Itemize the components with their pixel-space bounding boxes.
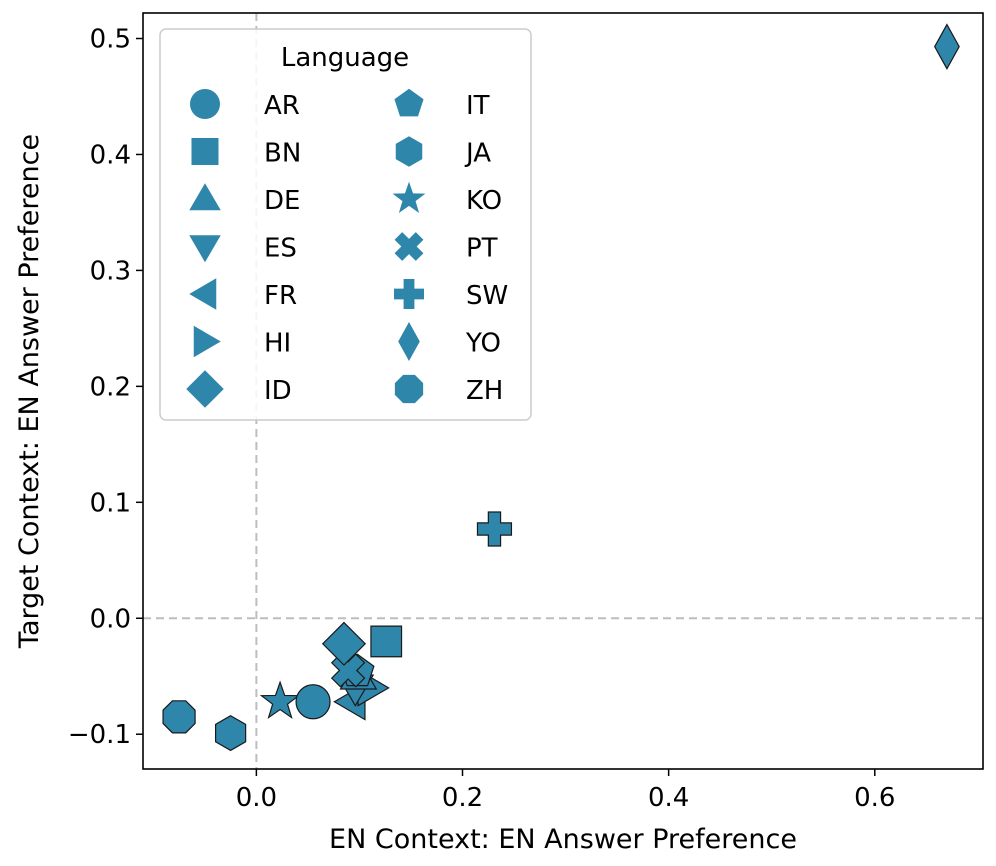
y-axis-ticks: −0.1 0.0 0.1 0.2 0.3 0.4 0.5 (68, 25, 143, 750)
legend-marker-fr (189, 278, 217, 310)
legend-label-fr: FR (264, 281, 297, 311)
y-tick-label: 0.3 (90, 256, 131, 286)
legend-label-hi: HI (264, 329, 291, 359)
point-id (321, 621, 367, 666)
y-tick-label: 0.1 (90, 488, 131, 518)
legend-marker-ko (392, 181, 426, 213)
point-sw (476, 511, 513, 547)
y-tick-label: 0.0 (90, 604, 131, 634)
legend-label-ar: AR (264, 91, 300, 121)
y-axis-label: Target Context: EN Answer Preference (14, 134, 45, 649)
legend: Language AR BN DE ES FR HI ID IT JA KO PT SW YO ZH (159, 28, 532, 421)
legend-label-zh: ZH (466, 376, 503, 406)
legend-marker-hi (193, 325, 221, 358)
legend-marker-de (189, 183, 221, 211)
x-axis-label: EN Context: EN Answer Preference (329, 824, 797, 855)
legend-label-es: ES (264, 234, 297, 264)
legend-frame (159, 28, 532, 421)
legend-title: Language (281, 43, 409, 73)
legend-label-bn: BN (264, 139, 301, 169)
plot-frame (142, 12, 984, 770)
legend-marker-bn (191, 138, 219, 165)
y-tick-label: 0.4 (90, 140, 131, 170)
legend-marker-zh (394, 374, 424, 404)
legend-label-de: DE (264, 186, 300, 216)
point-yo (934, 23, 960, 70)
legend-label-id: ID (264, 376, 292, 406)
legend-label-it: IT (466, 91, 490, 121)
legend-marker-id (186, 370, 224, 408)
y-tick-label: −0.1 (68, 720, 131, 750)
data-points (162, 23, 960, 752)
point-ar (295, 684, 331, 720)
legend-marker-yo (398, 322, 420, 361)
legend-label-ko: KO (466, 186, 502, 216)
point-ko (259, 680, 301, 720)
point-bn (370, 625, 403, 658)
legend-marker-ar (190, 89, 220, 119)
x-tick-label: 0.4 (648, 783, 689, 813)
legend-label-sw: SW (466, 281, 508, 311)
x-axis-ticks: 0.0 0.2 0.4 0.6 (236, 769, 895, 813)
legend-label-yo: YO (465, 329, 501, 359)
y-tick-label: 0.5 (90, 25, 131, 55)
legend-label-ja: JA (464, 139, 491, 169)
legend-marker-es (189, 235, 221, 263)
x-tick-label: 0.0 (236, 783, 277, 813)
legend-label-pt: PT (466, 234, 498, 264)
point-zh (162, 700, 196, 734)
legend-marker-pt (394, 232, 424, 261)
legend-marker-ja (395, 136, 423, 167)
x-tick-label: 0.2 (442, 783, 483, 813)
y-tick-label: 0.2 (90, 372, 131, 402)
legend-marker-sw (394, 279, 424, 309)
legend-marker-it (394, 88, 424, 117)
point-ja (214, 715, 247, 752)
x-tick-label: 0.6 (854, 783, 895, 813)
